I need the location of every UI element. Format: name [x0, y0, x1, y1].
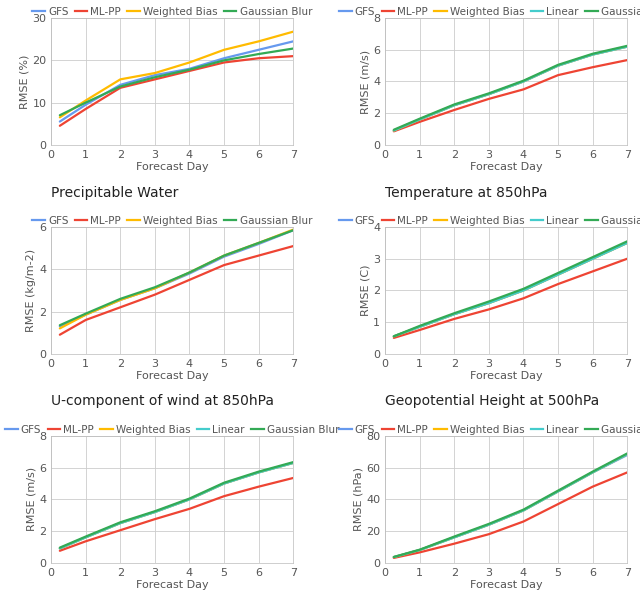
Legend: GFS, ML-PP, Weighted Bias, Linear, Gaussian Blur: GFS, ML-PP, Weighted Bias, Linear, Gauss…	[5, 425, 339, 435]
X-axis label: Forecast Day: Forecast Day	[136, 371, 209, 381]
Y-axis label: RMSE (m/s): RMSE (m/s)	[26, 467, 36, 531]
X-axis label: Forecast Day: Forecast Day	[136, 162, 209, 172]
Text: Temperature at 850hPa: Temperature at 850hPa	[385, 186, 548, 200]
X-axis label: Forecast Day: Forecast Day	[470, 371, 543, 381]
Legend: GFS, ML-PP, Weighted Bias, Linear, Gaussian Blur: GFS, ML-PP, Weighted Bias, Linear, Gauss…	[339, 425, 640, 435]
X-axis label: Forecast Day: Forecast Day	[136, 580, 209, 590]
Y-axis label: RMSE (C): RMSE (C)	[360, 264, 371, 316]
Legend: GFS, ML-PP, Weighted Bias, Linear, Gaussian Blur: GFS, ML-PP, Weighted Bias, Linear, Gauss…	[339, 7, 640, 17]
Legend: GFS, ML-PP, Weighted Bias, Gaussian Blur: GFS, ML-PP, Weighted Bias, Gaussian Blur	[33, 216, 312, 226]
X-axis label: Forecast Day: Forecast Day	[470, 162, 543, 172]
Text: U-component of wind at 850hPa: U-component of wind at 850hPa	[51, 394, 274, 408]
Y-axis label: RMSE (m/s): RMSE (m/s)	[360, 50, 371, 114]
Text: Geopotential Height at 500hPa: Geopotential Height at 500hPa	[385, 394, 600, 408]
Text: Precipitable Water: Precipitable Water	[51, 186, 179, 200]
X-axis label: Forecast Day: Forecast Day	[470, 580, 543, 590]
Legend: GFS, ML-PP, Weighted Bias, Gaussian Blur: GFS, ML-PP, Weighted Bias, Gaussian Blur	[33, 7, 312, 17]
Y-axis label: RMSE (kg/m-2): RMSE (kg/m-2)	[26, 249, 36, 332]
Legend: GFS, ML-PP, Weighted Bias, Linear, Gaussian Blur: GFS, ML-PP, Weighted Bias, Linear, Gauss…	[339, 216, 640, 226]
Y-axis label: RMSE (hPa): RMSE (hPa)	[353, 467, 364, 531]
Y-axis label: RMSE (%): RMSE (%)	[19, 54, 29, 109]
